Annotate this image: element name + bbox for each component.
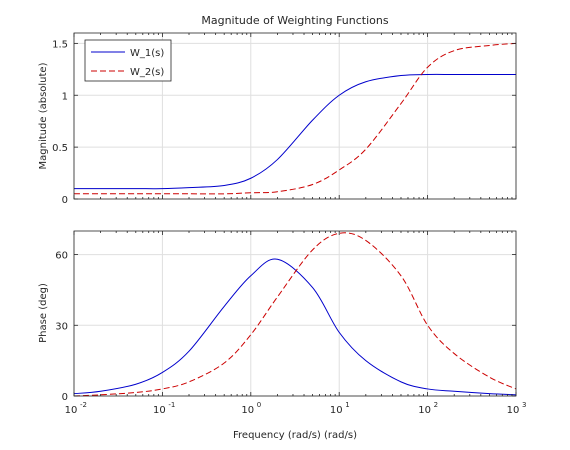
legend-label-w2: W_2(s) <box>130 67 164 78</box>
y-tick-label: 0.5 <box>52 143 68 154</box>
x-tick-label-exponent: 0 <box>257 401 261 409</box>
y-tick-label: 1.5 <box>52 39 68 50</box>
x-tick-label: 10 <box>153 405 166 416</box>
x-tick-label-exponent: 1 <box>345 401 349 409</box>
axes-box <box>73 230 517 397</box>
x-tick-label-exponent: 3 <box>522 401 526 409</box>
legend-label-w1: W_1(s) <box>130 48 164 59</box>
x-tick-label-exponent: -1 <box>168 401 175 409</box>
series-line-w2 <box>74 42 517 195</box>
series-line-w1 <box>74 73 516 190</box>
x-tick-label: 10 <box>418 405 431 416</box>
phase-series <box>73 232 517 397</box>
x-tick-label-exponent: -2 <box>80 401 87 409</box>
magnitude-series <box>74 42 517 195</box>
y-tick-label: 30 <box>55 321 68 332</box>
axes-box <box>73 32 517 200</box>
x-axis-label: Frequency (rad/s) (rad/s) <box>233 430 357 441</box>
x-tick-label: 10 <box>241 405 254 416</box>
x-tick-label: 10 <box>507 405 520 416</box>
legend: W_1(s) W_2(s) <box>84 39 172 82</box>
phase-plot-area <box>74 231 516 396</box>
magnitude-y-axis-label: Magnitude (absolute) <box>38 62 49 169</box>
phase-y-axis-label: Phase (deg) <box>38 283 49 343</box>
magnitude-axes: 0 0.5 1 1.5 <box>52 32 517 206</box>
y-tick-label: 0 <box>62 195 68 206</box>
chart-title: Magnitude of Weighting Functions <box>201 14 388 27</box>
x-tick-label: 10 <box>330 405 343 416</box>
legend-box <box>84 39 172 82</box>
y-tick-label: 0 <box>62 392 68 403</box>
x-tick-label-exponent: 2 <box>434 401 438 409</box>
x-tick-label: 10 <box>65 405 78 416</box>
y-tick-label: 60 <box>55 251 68 262</box>
magnitude-panel: 0 0.5 1 1.5 Magnitude of Weighting Function… <box>38 14 517 206</box>
series-line-w2 <box>73 232 517 397</box>
series-line-w1 <box>73 258 517 396</box>
y-tick-label: 1 <box>62 91 68 102</box>
